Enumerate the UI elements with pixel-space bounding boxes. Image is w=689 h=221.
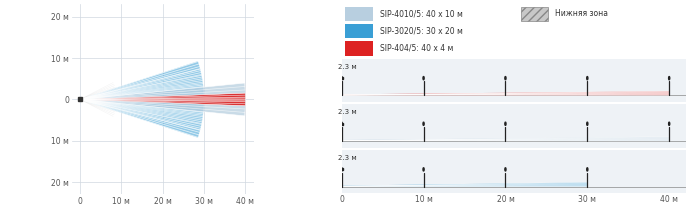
Circle shape — [341, 122, 342, 125]
Text: SIP-4010/5: 40 x 10 м: SIP-4010/5: 40 x 10 м — [380, 10, 462, 19]
Polygon shape — [80, 83, 245, 116]
Text: SIP-3020/5: 30 x 20 м: SIP-3020/5: 30 x 20 м — [380, 27, 462, 36]
Circle shape — [587, 122, 588, 125]
Circle shape — [341, 76, 342, 80]
Polygon shape — [342, 182, 587, 187]
FancyBboxPatch shape — [520, 7, 548, 21]
Circle shape — [341, 168, 342, 171]
Text: 2.3 м: 2.3 м — [338, 109, 356, 115]
Circle shape — [423, 76, 424, 80]
Text: Нижняя зона: Нижняя зона — [555, 10, 608, 19]
Polygon shape — [80, 93, 245, 106]
Circle shape — [505, 122, 506, 125]
Circle shape — [505, 76, 506, 80]
FancyBboxPatch shape — [345, 24, 373, 38]
FancyBboxPatch shape — [345, 7, 373, 21]
Circle shape — [505, 168, 506, 171]
Text: 2.3 м: 2.3 м — [338, 64, 356, 70]
Text: 2.3 м: 2.3 м — [338, 155, 356, 161]
Text: SIP-404/5: 40 x 4 м: SIP-404/5: 40 x 4 м — [380, 44, 453, 53]
Circle shape — [587, 168, 588, 171]
Circle shape — [423, 122, 424, 125]
Circle shape — [587, 76, 588, 80]
Polygon shape — [80, 61, 204, 138]
Circle shape — [423, 168, 424, 171]
Circle shape — [668, 122, 670, 125]
FancyBboxPatch shape — [345, 41, 373, 55]
Polygon shape — [342, 91, 669, 95]
Polygon shape — [342, 137, 669, 141]
Circle shape — [668, 76, 670, 80]
